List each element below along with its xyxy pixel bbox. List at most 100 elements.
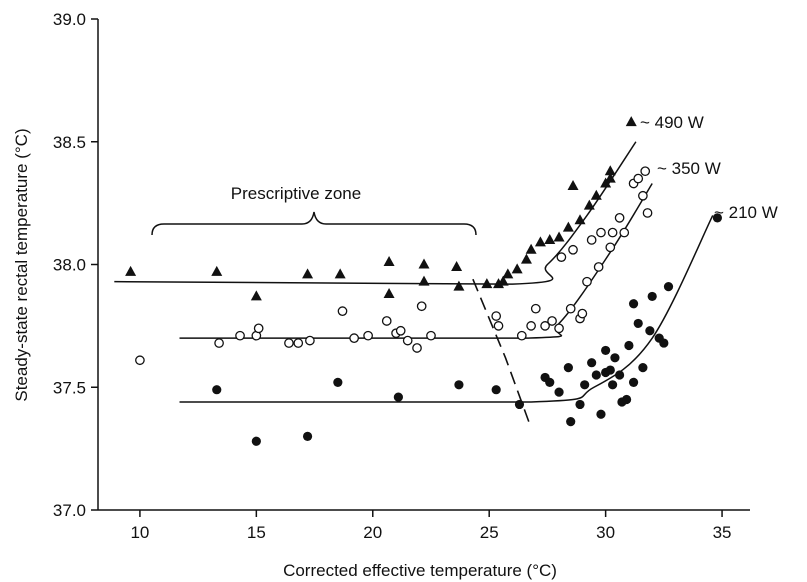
filled-circle-point xyxy=(712,213,723,223)
filled-circle-point xyxy=(608,380,618,390)
open-circle-point xyxy=(547,316,557,326)
filled-circle-point xyxy=(638,363,648,373)
triangle-point xyxy=(383,287,395,298)
open-circle-point xyxy=(614,213,625,223)
triangle-point xyxy=(383,256,395,267)
filled-circle-point xyxy=(628,299,639,309)
x-axis-label: Corrected effective temperature (°C) xyxy=(283,561,557,580)
triangle-point xyxy=(625,116,637,127)
triangle-point xyxy=(574,214,586,225)
prescriptive-zone-brace xyxy=(151,211,477,236)
filled-circle-point xyxy=(251,436,261,446)
triangle-point xyxy=(604,165,616,176)
filled-circle-point xyxy=(454,380,464,390)
triangle-point xyxy=(453,280,465,291)
filled-circle-point xyxy=(601,345,611,356)
open-circle-point xyxy=(293,338,304,348)
open-circle-point xyxy=(395,325,406,336)
triangle-point xyxy=(567,179,579,190)
open-circle-point xyxy=(640,166,651,177)
open-circle-point xyxy=(426,330,436,341)
fit-curve xyxy=(179,215,714,403)
open-circle-point xyxy=(337,306,348,316)
triangle-point xyxy=(520,253,532,264)
filled-circle-point xyxy=(491,385,501,395)
open-circle-point xyxy=(491,311,502,321)
x-tick-label: 20 xyxy=(363,523,382,542)
filled-circle-point xyxy=(647,291,657,302)
open-circle-point xyxy=(135,355,145,366)
open-circle-point xyxy=(605,242,616,253)
triangle-point xyxy=(525,243,537,254)
triangle-point xyxy=(481,278,493,289)
triangle-point xyxy=(211,265,223,276)
x-tick-label: 35 xyxy=(713,523,732,542)
filled-circle-point xyxy=(610,353,620,363)
label-490w: ~ 490 W xyxy=(640,113,704,132)
triangle-point xyxy=(334,268,346,279)
triangle-point xyxy=(553,231,565,242)
label-350w: ~ 350 W xyxy=(657,159,721,178)
open-circle-point xyxy=(416,301,427,312)
open-circle-point xyxy=(381,316,392,326)
x-tick-label: 30 xyxy=(596,523,615,542)
filled-circle-point xyxy=(624,340,634,351)
open-circle-point xyxy=(577,308,588,319)
open-circle-point xyxy=(349,333,359,343)
open-circle-point xyxy=(412,343,422,353)
filled-circle-point xyxy=(621,394,632,405)
filled-circle-point xyxy=(514,399,525,410)
open-circle-point xyxy=(568,244,578,255)
open-circle-point xyxy=(554,323,564,334)
triangle-point xyxy=(583,199,595,210)
triangle-point xyxy=(502,268,514,279)
x-axis-ticks: 10 15 20 25 30 35 xyxy=(130,510,732,542)
triangle-point xyxy=(590,189,602,200)
fit-curve xyxy=(114,141,637,285)
y-tick-label: 38.5 xyxy=(53,133,86,152)
filled-circle-point xyxy=(212,385,222,395)
open-circle-point xyxy=(526,321,536,331)
filled-circle-point xyxy=(605,365,615,375)
data-points xyxy=(125,116,723,446)
open-circle-point xyxy=(305,335,315,346)
filled-circle-point xyxy=(575,399,585,410)
y-axis-label: Steady-state rectal temperature (°C) xyxy=(12,128,31,401)
filled-circle-point xyxy=(645,326,655,336)
triangle-point xyxy=(451,260,463,271)
open-circle-point xyxy=(402,335,413,346)
filled-circle-point xyxy=(554,387,564,397)
triangle-point xyxy=(604,172,616,183)
x-tick-label: 10 xyxy=(130,523,149,542)
open-circle-point xyxy=(582,276,592,287)
filled-circle-point xyxy=(302,431,313,441)
open-circle-point xyxy=(607,227,618,238)
triangle-point xyxy=(418,258,430,269)
triangle-point xyxy=(534,236,546,247)
filled-circle-point xyxy=(615,370,625,380)
triangle-point xyxy=(497,275,509,286)
open-circle-point xyxy=(214,338,224,348)
filled-circle-point xyxy=(566,417,576,427)
open-circle-point xyxy=(586,235,597,245)
open-circle-point xyxy=(633,173,644,184)
triangle-point xyxy=(302,268,314,279)
y-tick-label: 37.5 xyxy=(53,378,86,397)
filled-circle-point xyxy=(545,377,555,387)
triangle-point xyxy=(250,290,262,301)
filled-circle-point xyxy=(633,318,643,329)
open-circle-point xyxy=(516,330,527,341)
open-circle-point xyxy=(565,303,576,314)
open-circle-point xyxy=(363,330,373,341)
open-circle-point xyxy=(593,262,604,272)
open-circle-point xyxy=(530,303,541,314)
y-tick-label: 39.0 xyxy=(53,10,86,29)
fit-curves xyxy=(114,141,714,403)
y-axis-ticks: 37.0 37.5 38.0 38.5 39.0 xyxy=(53,10,98,520)
open-circle-point xyxy=(596,227,606,238)
open-circle-point xyxy=(235,330,245,341)
filled-circle-point xyxy=(333,377,343,387)
label-210w: ~ 210 W xyxy=(714,203,778,222)
triangle-point xyxy=(544,233,556,244)
